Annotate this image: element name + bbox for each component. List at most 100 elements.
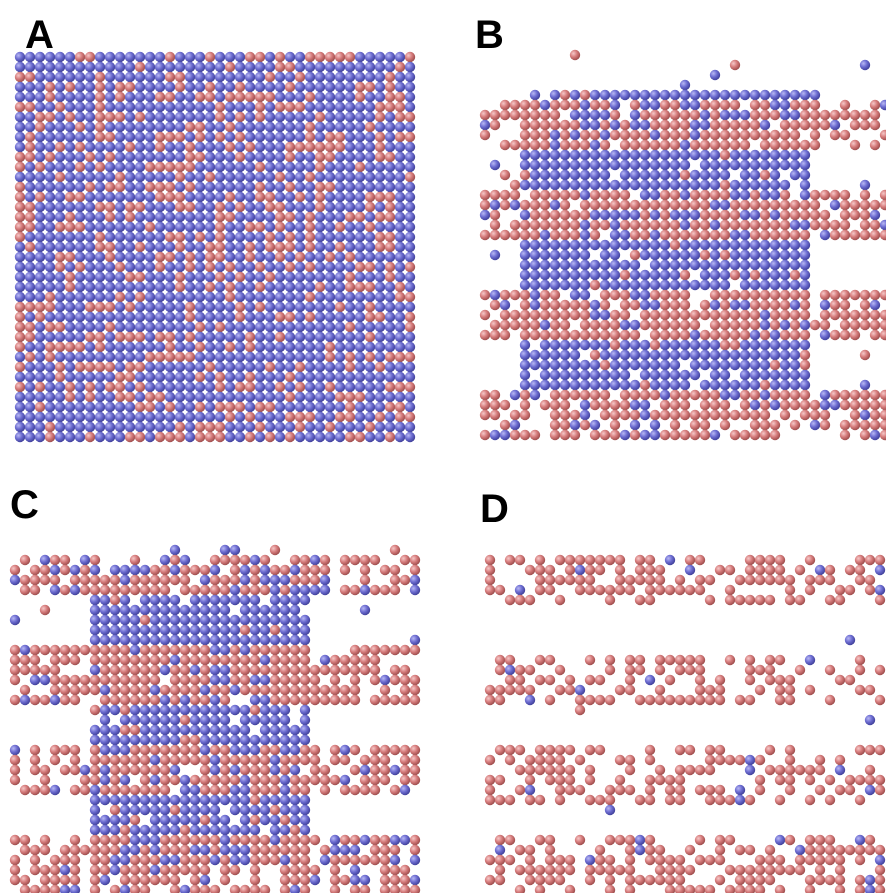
atom-blue: [745, 765, 755, 775]
atom-red: [305, 142, 315, 152]
atom-blue: [235, 392, 245, 402]
atom-red: [205, 252, 215, 262]
atom-red: [780, 390, 790, 400]
atom-red: [385, 272, 395, 282]
atom-red: [220, 575, 230, 585]
atom-red: [815, 865, 825, 875]
atom-blue: [295, 232, 305, 242]
atom-blue: [85, 192, 95, 202]
atom-red: [170, 685, 180, 695]
atom-red: [385, 82, 395, 92]
atom-red: [185, 122, 195, 132]
atom-red: [575, 585, 585, 595]
atom-red: [315, 152, 325, 162]
atom-blue: [740, 370, 750, 380]
atom-red: [830, 130, 840, 140]
atom-red: [395, 102, 405, 112]
atom-blue: [720, 160, 730, 170]
atom-red: [645, 875, 655, 885]
atom-red: [770, 310, 780, 320]
atom-blue: [630, 240, 640, 250]
atom-blue: [315, 292, 325, 302]
atom-blue: [355, 182, 365, 192]
atom-red: [155, 162, 165, 172]
atom-red: [790, 120, 800, 130]
atom-red: [195, 232, 205, 242]
atom-blue: [185, 392, 195, 402]
atom-blue: [650, 370, 660, 380]
atom-red: [670, 240, 680, 250]
atom-red: [260, 765, 270, 775]
atom-red: [15, 362, 25, 372]
atom-red: [710, 400, 720, 410]
atom-blue: [155, 232, 165, 242]
atom-blue: [115, 432, 125, 442]
atom-blue: [145, 112, 155, 122]
atom-blue: [870, 210, 880, 220]
atom-red: [585, 585, 595, 595]
atom-blue: [15, 112, 25, 122]
atom-blue: [275, 142, 285, 152]
atom-red: [20, 555, 30, 565]
atom-blue: [410, 575, 420, 585]
atom-red: [265, 92, 275, 102]
atom-red: [45, 432, 55, 442]
panel-label: D: [480, 487, 509, 531]
atom-blue: [290, 815, 300, 825]
atom-red: [250, 815, 260, 825]
atom-red: [540, 300, 550, 310]
atom-red: [530, 130, 540, 140]
atom-red: [265, 202, 275, 212]
atom-red: [485, 685, 495, 695]
atom-blue: [325, 62, 335, 72]
atom-blue: [220, 615, 230, 625]
atom-blue: [15, 412, 25, 422]
atom-blue: [375, 282, 385, 292]
atom-blue: [205, 72, 215, 82]
atom-blue: [385, 222, 395, 232]
atom-blue: [375, 222, 385, 232]
atom-blue: [145, 242, 155, 252]
atom-red: [515, 665, 525, 675]
atom-red: [65, 192, 75, 202]
atom-blue: [270, 615, 280, 625]
atom-red: [75, 362, 85, 372]
atom-red: [760, 140, 770, 150]
atom-red: [505, 555, 515, 565]
atom-blue: [125, 152, 135, 162]
atom-red: [530, 140, 540, 150]
atom-blue: [205, 332, 215, 342]
atom-red: [180, 745, 190, 755]
atom-blue: [660, 370, 670, 380]
atom-red: [125, 272, 135, 282]
atom-blue: [85, 282, 95, 292]
atom-red: [560, 310, 570, 320]
atom-red: [555, 685, 565, 695]
atom-red: [75, 142, 85, 152]
atom-blue: [650, 250, 660, 260]
atom-red: [495, 695, 505, 705]
atom-blue: [365, 402, 375, 412]
atom-blue: [25, 162, 35, 172]
atom-red: [560, 90, 570, 100]
atom-blue: [750, 210, 760, 220]
atom-red: [660, 140, 670, 150]
atom-red: [95, 92, 105, 102]
atom-blue: [140, 625, 150, 635]
atom-blue: [175, 292, 185, 302]
atom-blue: [240, 705, 250, 715]
atom-red: [835, 595, 845, 605]
atom-blue: [660, 250, 670, 260]
atom-red: [650, 140, 660, 150]
atom-blue: [280, 715, 290, 725]
atom-red: [855, 655, 865, 665]
atom-red: [525, 685, 535, 695]
atom-red: [800, 300, 810, 310]
atom-red: [490, 210, 500, 220]
atom-blue: [105, 282, 115, 292]
atom-red: [230, 885, 240, 893]
atom-blue: [75, 332, 85, 342]
atom-red: [160, 755, 170, 765]
atom-red: [360, 775, 370, 785]
atom-blue: [120, 565, 130, 575]
